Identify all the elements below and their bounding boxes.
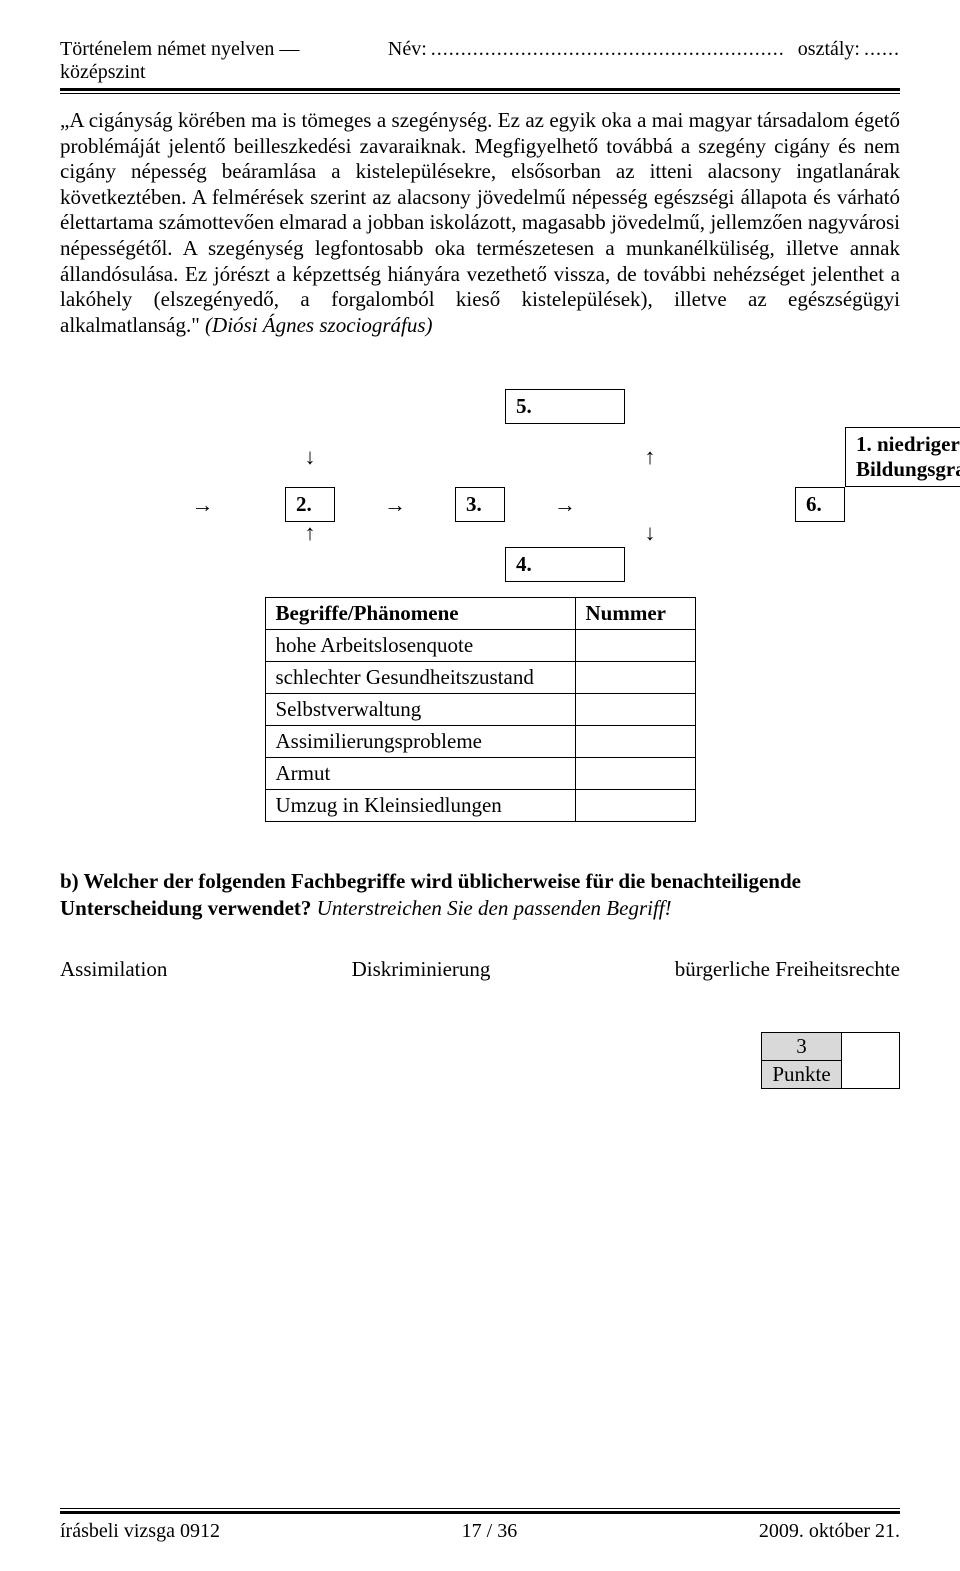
- diagram-box-1: 1. niedriger Bildungsgrad: [845, 427, 960, 487]
- cell-begriff: hohe Arbeitslosenquote: [265, 630, 575, 662]
- term-buergerliche-freiheitsrechte[interactable]: bürgerliche Freiheitsrechte: [675, 957, 900, 982]
- col-header-begriffe: Begriffe/Phänomene: [265, 598, 575, 630]
- cell-nummer[interactable]: [575, 758, 695, 790]
- term-assimilation[interactable]: Assimilation: [60, 957, 167, 982]
- diagram-box-2: 2.: [285, 487, 335, 522]
- arrow-up-icon: ↑: [645, 446, 656, 468]
- table-row: Selbstverwaltung: [265, 694, 695, 726]
- cell-begriff: Assimilierungsprobleme: [265, 726, 575, 758]
- diagram-box-5: 5.: [505, 389, 625, 424]
- part-b-question: b) Welcher der folgenden Fachbegriffe wi…: [60, 868, 900, 921]
- col-header-nummer: Nummer: [575, 598, 695, 630]
- arrow-right-icon: →: [376, 492, 414, 518]
- table-header-row: Begriffe/Phänomene Nummer: [265, 598, 695, 630]
- table-row: Umzug in Kleinsiedlungen: [265, 790, 695, 822]
- cell-nummer[interactable]: [575, 662, 695, 694]
- cell-begriff: Selbstverwaltung: [265, 694, 575, 726]
- cell-begriff: Umzug in Kleinsiedlungen: [265, 790, 575, 822]
- quote-source: (Diósi Ágnes szociográfus): [205, 313, 433, 337]
- diagram-box-6: 6.: [795, 487, 845, 522]
- diagram-box-1-line2: Bildungsgrad: [856, 457, 960, 482]
- diagram-box-4: 4.: [505, 547, 625, 582]
- table-row: Armut: [265, 758, 695, 790]
- arrow-down-icon: ↓: [305, 446, 316, 468]
- arrow-down-icon: ↓: [645, 522, 656, 544]
- term-diskriminierung[interactable]: Diskriminierung: [352, 957, 491, 982]
- arrow-up-icon: ↑: [305, 522, 316, 544]
- arrow-right-icon: →: [546, 492, 584, 518]
- quote-text: „A cigányság körében ma is tömeges a sze…: [60, 108, 900, 337]
- terms-row: Assimilation Diskriminierung bürgerliche…: [60, 957, 900, 982]
- diagram-box-3: 3.: [455, 487, 505, 522]
- name-label: Név:: [388, 38, 427, 61]
- cell-nummer[interactable]: [575, 726, 695, 758]
- points-box-wrap: 3 Punkte: [60, 1032, 900, 1089]
- part-b-italic: Unterstreichen Sie den passenden Begriff…: [317, 896, 672, 920]
- header-rule-thin: [60, 93, 900, 94]
- table-row: hohe Arbeitslosenquote: [265, 630, 695, 662]
- diagram-box-1-line1: 1. niedriger: [856, 432, 960, 457]
- flow-diagram: 5. ↓ ↑ 1. niedriger Bildungsgrad → 2. → …: [60, 386, 900, 585]
- points-value: 3: [762, 1032, 842, 1060]
- concepts-table: Begriffe/Phänomene Nummer hohe Arbeitslo…: [265, 597, 696, 822]
- table-row: schlechter Gesundheitszustand: [265, 662, 695, 694]
- class-dots: ......: [864, 38, 900, 61]
- arrow-right-icon: →: [184, 492, 222, 518]
- header-subject: Történelem német nyelven — középszint: [60, 38, 388, 84]
- class-label: osztály:: [798, 38, 860, 61]
- cell-nummer[interactable]: [575, 790, 695, 822]
- points-empty: [842, 1032, 900, 1088]
- name-dots: ........................................…: [431, 38, 785, 61]
- page-footer: írásbeli vizsga 0912 17 / 36 2009. októb…: [60, 1508, 900, 1543]
- cell-nummer[interactable]: [575, 694, 695, 726]
- footer-left: írásbeli vizsga 0912: [60, 1520, 220, 1543]
- table-row: Assimilierungsprobleme: [265, 726, 695, 758]
- footer-center: 17 / 36: [462, 1520, 518, 1543]
- header-fields: Név: ...................................…: [388, 38, 900, 84]
- points-box: 3 Punkte: [761, 1032, 900, 1089]
- concepts-table-wrap: Begriffe/Phänomene Nummer hohe Arbeitslo…: [60, 597, 900, 822]
- cell-nummer[interactable]: [575, 630, 695, 662]
- cell-begriff: schlechter Gesundheitszustand: [265, 662, 575, 694]
- quote-paragraph: „A cigányság körében ma is tömeges a sze…: [60, 108, 900, 338]
- footer-right: 2009. október 21.: [759, 1520, 900, 1543]
- cell-begriff: Armut: [265, 758, 575, 790]
- points-label: Punkte: [762, 1060, 842, 1088]
- header-rule-thick: [60, 88, 900, 91]
- page-header: Történelem német nyelven — középszint Né…: [60, 38, 900, 84]
